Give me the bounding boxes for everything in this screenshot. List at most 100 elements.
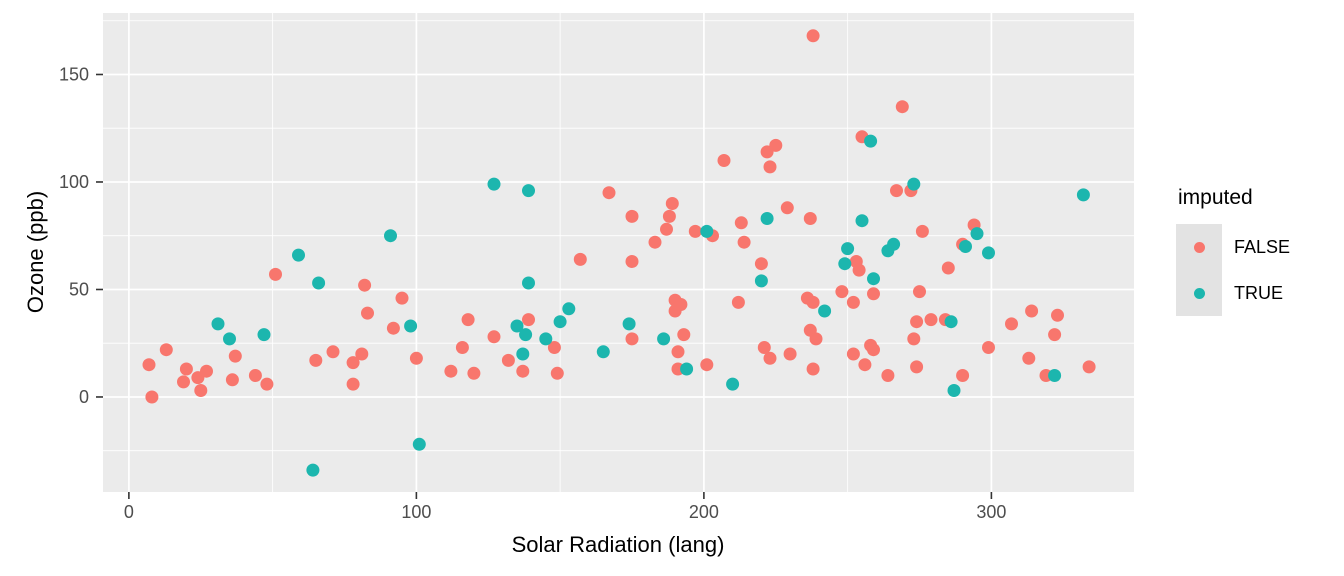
plot-panel [103,13,1134,492]
data-point [700,358,714,372]
data-point [292,248,305,262]
data-point [855,214,869,228]
data-point [1025,304,1039,318]
data-point [913,285,926,299]
data-point [688,224,702,238]
data-point [737,235,751,249]
data-point [522,313,535,327]
legend-key [1176,270,1222,316]
data-point [867,272,880,286]
data-point [539,332,553,346]
data-point [803,212,817,225]
data-point [384,229,397,243]
data-point [211,317,225,331]
data-point [835,285,849,299]
x-tick-label: 200 [689,502,719,522]
data-point [700,224,714,238]
data-point [907,332,921,346]
data-point [355,347,369,361]
data-point [547,341,561,354]
data-point [145,390,159,404]
data-point [648,235,662,249]
y-axis-title: Ozone (ppb) [23,190,48,314]
data-point [852,263,866,277]
data-point [461,313,475,327]
data-point [881,369,895,382]
data-point [982,341,995,354]
data-point [467,366,481,380]
data-point [257,328,271,342]
data-point [780,201,794,215]
data-point [1082,360,1096,374]
data-point [179,362,193,376]
data-point [731,295,745,309]
data-point [455,341,469,354]
data-point [657,332,671,346]
data-point [312,276,326,290]
data-point [910,360,924,374]
data-point [404,319,418,333]
data-point [1022,351,1036,365]
data-point [625,255,639,268]
data-point [602,186,616,200]
data-point [841,242,855,256]
data-point [924,313,938,327]
legend-items: FALSE TRUE [1176,224,1290,316]
data-point [260,377,274,391]
x-tick-label: 300 [976,502,1006,522]
data-point [409,351,423,365]
data-point [1048,369,1062,382]
data-point [1005,317,1018,331]
data-point [818,304,832,318]
data-point [269,267,282,281]
data-point [522,276,535,290]
data-point [516,347,530,361]
data-point [838,257,852,271]
data-point [516,364,530,378]
data-point [346,377,360,391]
y-tick-label: 100 [59,172,89,192]
data-point [562,302,576,316]
data-point [326,345,340,359]
data-point [665,197,679,210]
data-point [734,216,748,230]
data-point [625,209,639,223]
data-point [763,160,777,174]
legend-dot-icon [1193,241,1205,253]
data-point [941,261,955,275]
data-point [846,347,860,361]
data-point [225,373,239,387]
data-point [757,341,771,354]
y-tick-label: 150 [59,64,89,84]
legend-label: FALSE [1234,236,1291,257]
data-point [970,227,984,241]
data-point [622,317,636,331]
data-point [910,315,924,329]
data-point [760,212,774,225]
data-point [947,384,961,397]
data-point [487,330,501,344]
data-point [907,177,921,191]
data-point [754,257,768,271]
data-point [726,377,740,391]
data-point [177,375,190,389]
data-point [194,384,208,397]
data-point [501,353,515,367]
data-point [769,138,783,152]
legend-dot-icon [1193,287,1205,299]
data-point [412,437,426,451]
data-point [680,362,694,376]
data-point [223,332,236,346]
data-point [895,100,909,114]
data-point [806,362,820,376]
data-point [1051,308,1064,322]
data-point [864,134,878,148]
data-point [395,291,409,305]
legend-label: TRUE [1234,282,1283,303]
data-point [510,319,524,333]
data-point [982,246,995,260]
legend-key [1176,224,1222,270]
data-point [858,358,872,372]
